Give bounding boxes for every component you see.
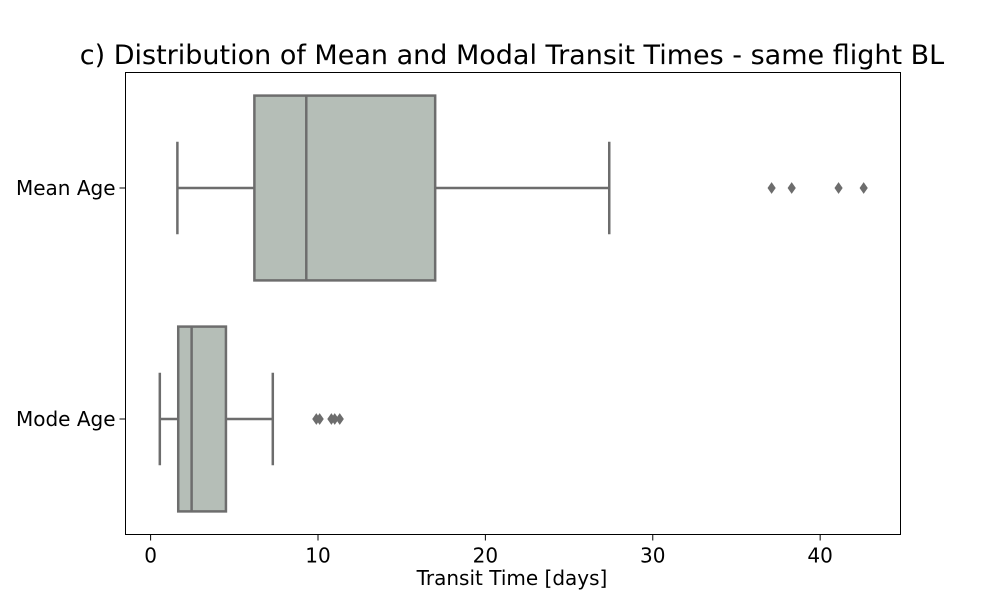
outlier-mean-age-1 — [767, 182, 776, 194]
outlier-mode-age-5 — [335, 413, 344, 425]
y-axis: Mean Age Mode Age — [16, 176, 126, 431]
outlier-mean-age-4 — [859, 182, 868, 194]
y-tick-label-mean-age: Mean Age — [16, 176, 116, 200]
chart-title: c) Distribution of Mean and Modal Transi… — [80, 40, 944, 71]
x-tick-label-0: 0 — [144, 544, 157, 568]
box-mode-age — [176, 325, 228, 513]
outlier-mode-age-2 — [315, 413, 324, 425]
box-group-mode-age — [158, 325, 344, 513]
x-tick-label-40: 40 — [807, 544, 832, 568]
boxes-layer — [158, 94, 868, 513]
x-tick-label-30: 30 — [640, 544, 665, 568]
x-axis: 0 10 20 30 40 — [144, 534, 833, 568]
x-axis-label: Transit Time [days] — [416, 566, 608, 590]
x-tick-label-20: 20 — [473, 544, 498, 568]
y-tick-label-mode-age: Mode Age — [16, 407, 116, 431]
x-tick-label-10: 10 — [305, 544, 330, 568]
outlier-mean-age-2 — [787, 182, 796, 194]
box-mean-age — [253, 94, 437, 282]
box-group-mean-age — [176, 94, 868, 282]
outlier-mean-age-3 — [834, 182, 843, 194]
plot-area — [125, 72, 901, 535]
